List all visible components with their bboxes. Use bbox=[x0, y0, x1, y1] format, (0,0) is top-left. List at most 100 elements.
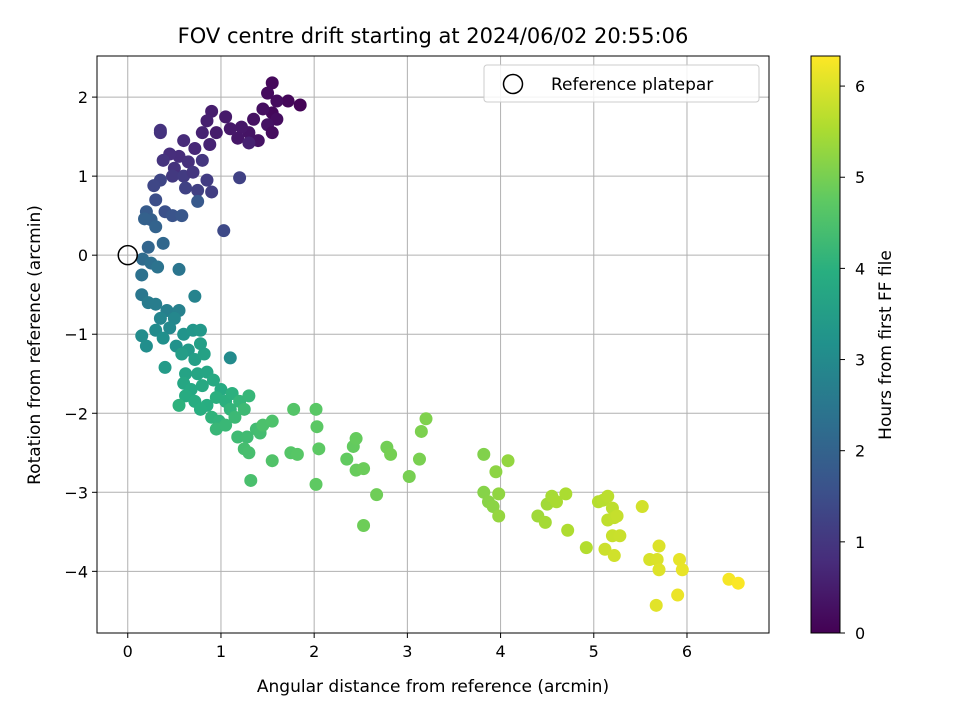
data-point bbox=[205, 185, 219, 199]
y-axis: −4 −3 −2 −1 0 1 2 bbox=[64, 88, 97, 581]
data-point bbox=[203, 138, 217, 152]
data-point bbox=[139, 339, 153, 353]
y-tick-label: −3 bbox=[64, 483, 88, 502]
data-point bbox=[149, 220, 163, 234]
data-point bbox=[156, 236, 170, 250]
data-point bbox=[671, 588, 685, 602]
data-point bbox=[579, 541, 593, 555]
data-point bbox=[309, 402, 323, 416]
data-point bbox=[261, 86, 275, 100]
data-point bbox=[165, 169, 179, 183]
x-tick-label: 0 bbox=[123, 642, 133, 661]
data-point bbox=[598, 542, 612, 556]
data-point bbox=[486, 500, 500, 514]
reference-marker bbox=[117, 244, 139, 266]
data-point bbox=[673, 552, 687, 566]
data-point bbox=[256, 102, 270, 116]
data-point bbox=[675, 563, 689, 577]
data-point bbox=[312, 442, 326, 456]
data-point bbox=[309, 477, 323, 491]
data-point bbox=[219, 418, 233, 432]
data-point bbox=[141, 240, 155, 254]
data-point bbox=[191, 194, 205, 208]
data-point bbox=[340, 452, 354, 466]
data-point bbox=[650, 552, 664, 566]
data-point bbox=[186, 165, 200, 179]
data-point bbox=[270, 94, 284, 108]
data-point bbox=[153, 123, 167, 137]
grid bbox=[97, 56, 769, 633]
y-tick-label: −1 bbox=[64, 325, 88, 344]
data-point bbox=[156, 331, 170, 345]
x-axis: 0 1 2 3 4 5 6 bbox=[123, 633, 692, 661]
data-point bbox=[193, 323, 207, 337]
data-point bbox=[501, 454, 515, 468]
data-point bbox=[223, 351, 237, 365]
data-point bbox=[175, 209, 189, 223]
y-axis-title: Rotation from reference (arcmin) bbox=[25, 205, 45, 485]
data-point bbox=[265, 454, 279, 468]
data-point bbox=[231, 131, 245, 145]
data-point bbox=[156, 153, 170, 167]
data-point bbox=[228, 410, 242, 424]
data-point bbox=[265, 126, 279, 140]
legend: Reference platepar bbox=[483, 64, 760, 103]
colorbar-tick-label: 2 bbox=[855, 442, 865, 461]
x-tick-label: 6 bbox=[682, 642, 692, 661]
data-point bbox=[207, 373, 221, 387]
data-point bbox=[197, 347, 211, 361]
legend-label-reference: Reference platepar bbox=[551, 75, 713, 95]
data-point bbox=[217, 224, 231, 238]
data-point bbox=[293, 98, 307, 112]
data-point bbox=[414, 424, 428, 438]
data-point bbox=[349, 432, 363, 446]
plot-frame bbox=[96, 55, 770, 634]
data-point bbox=[610, 509, 624, 523]
data-point bbox=[209, 126, 223, 140]
data-point bbox=[607, 549, 621, 563]
colorbar: 0 1 2 3 4 5 6 Hours from first FF file bbox=[810, 55, 896, 643]
x-tick-label: 2 bbox=[309, 642, 319, 661]
data-point bbox=[538, 515, 552, 529]
colorbar-tick-label: 6 bbox=[855, 77, 865, 96]
data-point bbox=[135, 329, 149, 343]
data-point bbox=[195, 153, 209, 167]
data-point bbox=[200, 114, 214, 128]
colorbar-tick-label: 1 bbox=[855, 533, 865, 552]
colorbar-tick-label: 4 bbox=[855, 259, 865, 278]
data-point bbox=[177, 134, 191, 148]
data-point bbox=[477, 447, 491, 461]
data-point bbox=[223, 122, 237, 136]
data-point bbox=[549, 495, 563, 509]
data-point bbox=[158, 360, 172, 374]
data-point bbox=[242, 389, 256, 403]
data-point bbox=[181, 155, 195, 169]
x-tick-label: 5 bbox=[589, 642, 599, 661]
data-point bbox=[613, 529, 627, 543]
x-axis-title: Angular distance from reference (arcmin) bbox=[257, 677, 609, 697]
x-tick-label: 3 bbox=[402, 642, 412, 661]
data-point bbox=[357, 462, 371, 476]
data-point bbox=[649, 598, 663, 612]
colorbar-title: Hours from first FF file bbox=[876, 250, 896, 440]
data-point bbox=[188, 289, 202, 303]
data-point bbox=[242, 446, 256, 460]
data-point bbox=[138, 212, 152, 226]
scatter-points bbox=[135, 76, 745, 612]
data-point bbox=[175, 347, 189, 361]
data-point bbox=[151, 260, 165, 274]
data-point bbox=[193, 337, 207, 351]
data-point bbox=[290, 447, 304, 461]
y-tick-label: 1 bbox=[78, 167, 88, 186]
data-point bbox=[265, 76, 279, 90]
data-point bbox=[153, 311, 167, 325]
data-point bbox=[492, 509, 506, 523]
chart-title: FOV centre drift starting at 2024/06/02 … bbox=[178, 24, 689, 48]
data-point bbox=[135, 268, 149, 282]
data-point bbox=[559, 487, 573, 501]
data-point bbox=[247, 112, 261, 126]
data-point bbox=[188, 141, 202, 155]
colorbar-tick-label: 0 bbox=[855, 624, 865, 643]
data-point bbox=[419, 412, 433, 426]
data-point bbox=[195, 379, 209, 393]
